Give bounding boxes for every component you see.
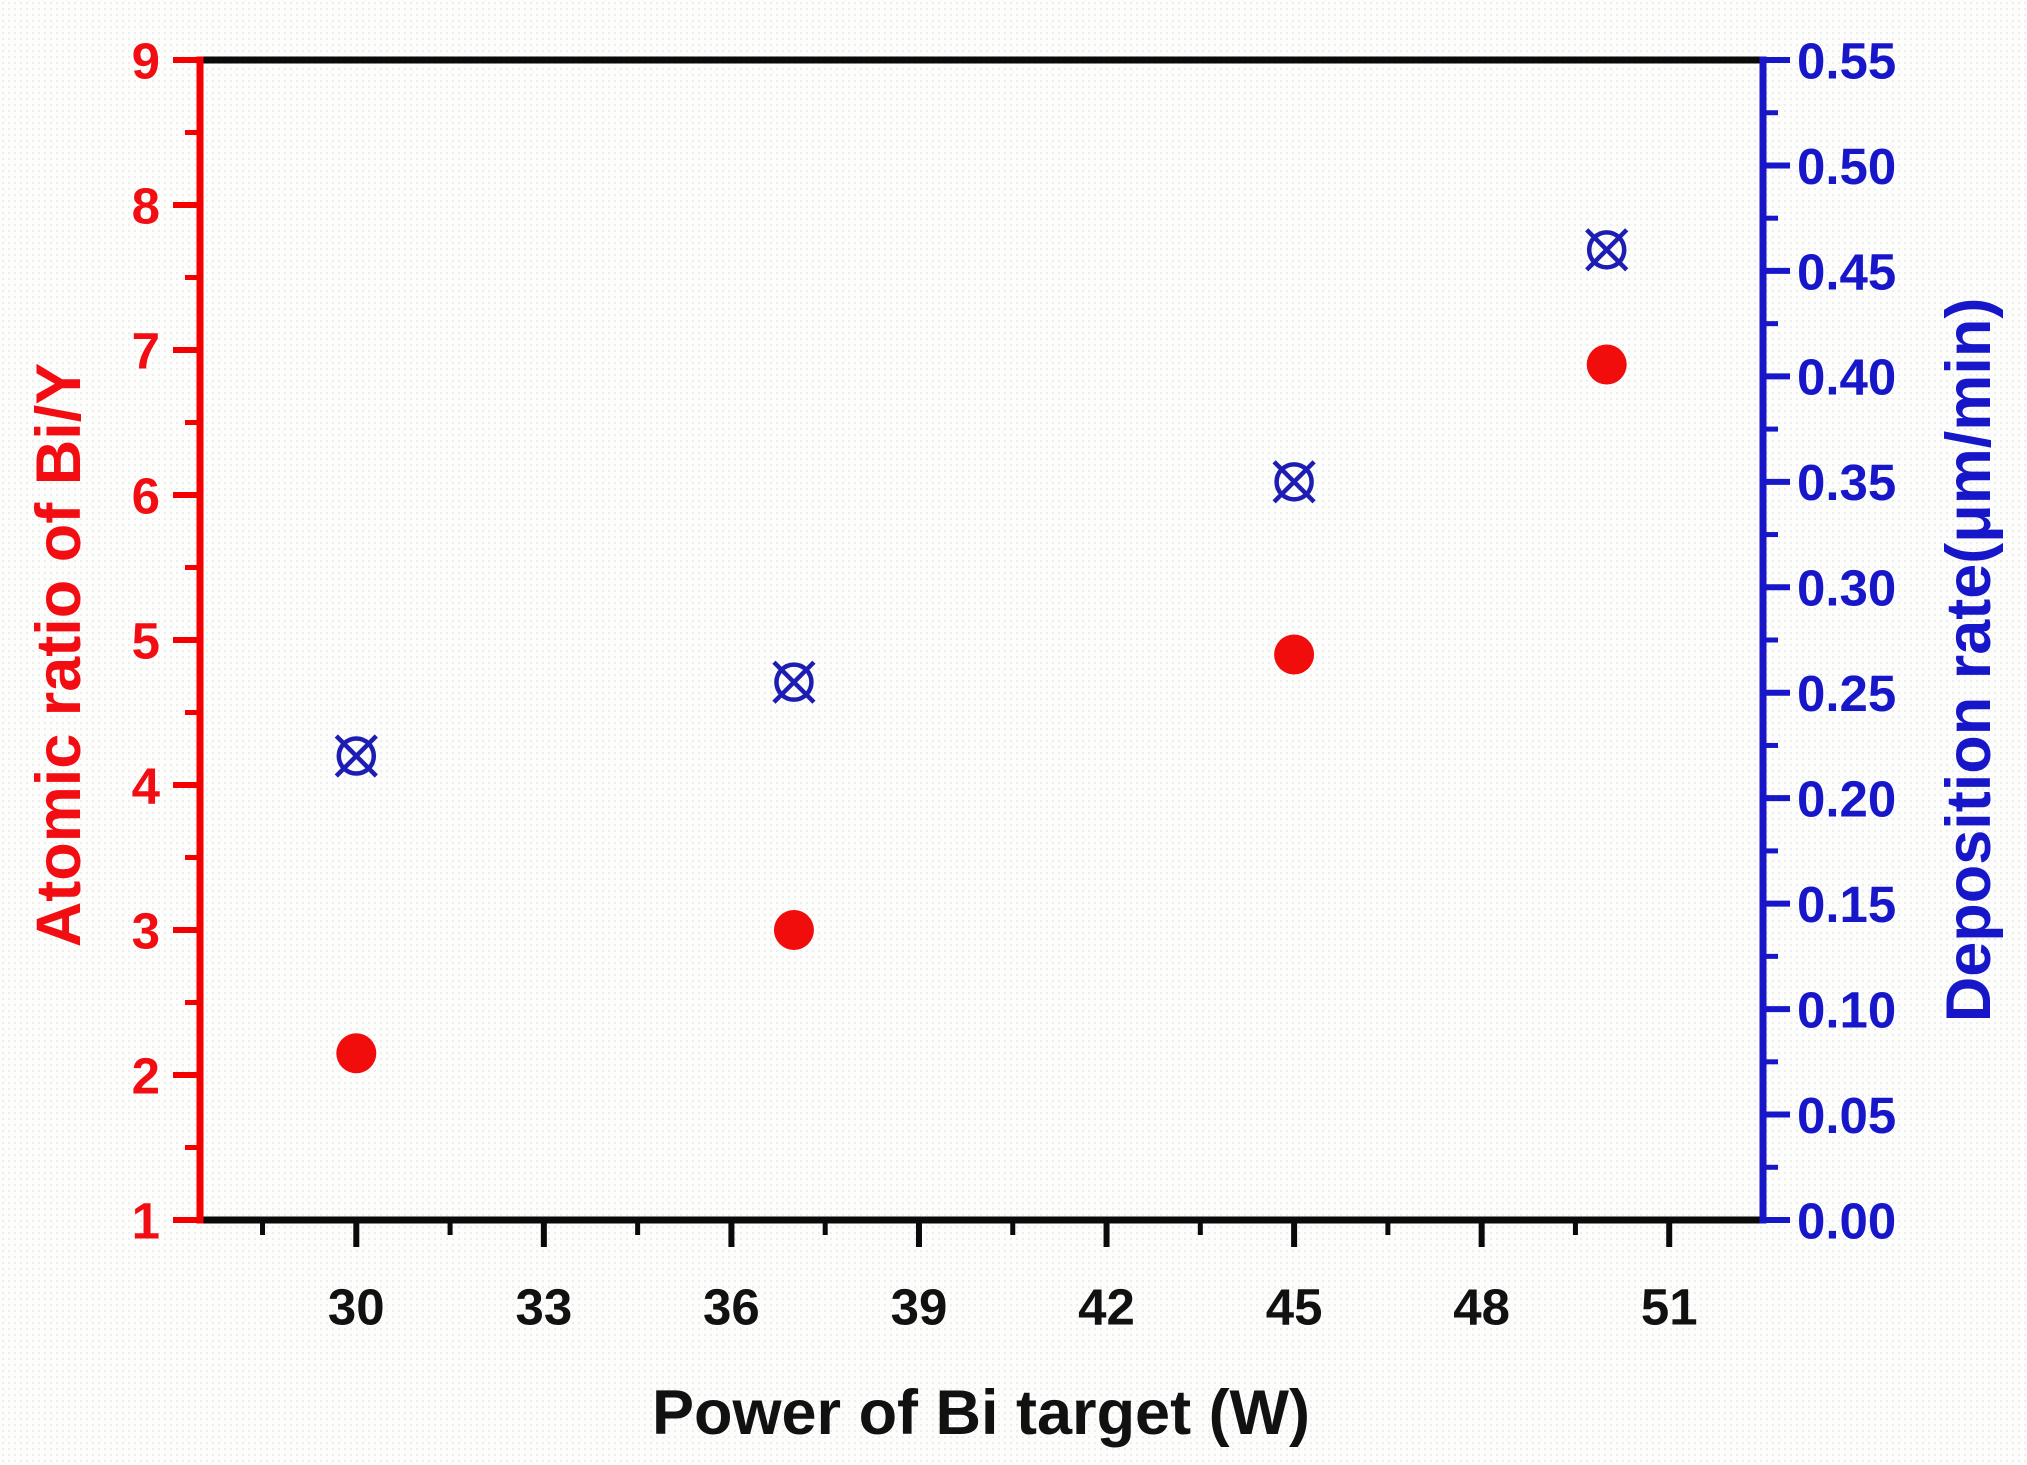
deposition-rate-point <box>772 660 816 704</box>
left-tick-label: 3 <box>132 902 160 959</box>
circle-x-marker-diagonal <box>1272 460 1316 504</box>
atomic-ratio-point <box>1274 634 1315 675</box>
x-tick-label: 48 <box>1453 1279 1510 1336</box>
right-tick-label: 0.25 <box>1797 665 1896 722</box>
circle-x-marker-circle <box>1274 462 1314 502</box>
markers-layer <box>334 228 1629 1074</box>
ticks-layer: 30 33 36 39 42 45 48 511234567890.000.050.100.1… <box>132 32 1897 1335</box>
left-tick-label: 2 <box>132 1047 160 1104</box>
right-tick-label: 0.10 <box>1797 981 1896 1038</box>
left-tick-label: 7 <box>132 322 160 379</box>
right-tick-label: 0.50 <box>1797 138 1896 195</box>
atomic-ratio-point <box>1586 344 1627 385</box>
left-tick-label: 5 <box>132 612 160 669</box>
right-tick-label: 0.40 <box>1797 349 1896 406</box>
left-tick-label: 8 <box>132 177 160 234</box>
deposition-rate-point <box>334 734 378 778</box>
right-tick-label: 0.55 <box>1797 32 1896 89</box>
x-axis-title: Power of Bi target (W) <box>652 1378 1310 1448</box>
right-tick-label: 0.00 <box>1797 1192 1896 1249</box>
deposition-rate-point <box>1585 228 1629 272</box>
atomic-ratio-point <box>773 910 814 950</box>
x-tick-label: 30 <box>328 1279 385 1336</box>
left-tick-label: 4 <box>132 757 161 814</box>
right-y-axis-title: Deposition rate(μm/min) <box>1934 298 2004 1023</box>
atomic-ratio-point <box>336 1033 377 1074</box>
x-tick-label: 36 <box>703 1279 760 1336</box>
left-tick-label: 6 <box>132 467 160 524</box>
x-tick-label: 33 <box>515 1279 572 1336</box>
circle-x-marker-diagonal <box>1585 228 1629 272</box>
x-tick-label: 42 <box>1078 1279 1135 1336</box>
right-tick-label: 0.45 <box>1797 243 1896 300</box>
right-tick-label: 0.20 <box>1797 771 1896 828</box>
deposition-rate-point <box>1272 460 1316 504</box>
x-tick-label: 45 <box>1266 1279 1323 1336</box>
right-tick-label: 0.15 <box>1797 876 1896 933</box>
left-tick-label: 1 <box>132 1192 160 1249</box>
x-tick-label: 51 <box>1641 1279 1698 1336</box>
circle-x-marker-diagonal <box>334 734 378 778</box>
right-tick-label: 0.35 <box>1797 454 1896 511</box>
frame-layer <box>196 56 1767 1224</box>
left-y-axis-title: Atomic ratio of Bi/Y <box>24 363 94 948</box>
right-tick-label: 0.05 <box>1797 1087 1896 1144</box>
circle-x-marker-circle <box>336 736 377 776</box>
right-tick-label: 0.30 <box>1797 560 1896 617</box>
circle-x-marker-circle <box>1586 230 1627 270</box>
left-tick-label: 9 <box>132 32 160 89</box>
x-tick-label: 39 <box>891 1279 948 1336</box>
circle-x-marker-diagonal <box>772 660 816 704</box>
circle-x-marker-circle <box>774 662 814 702</box>
